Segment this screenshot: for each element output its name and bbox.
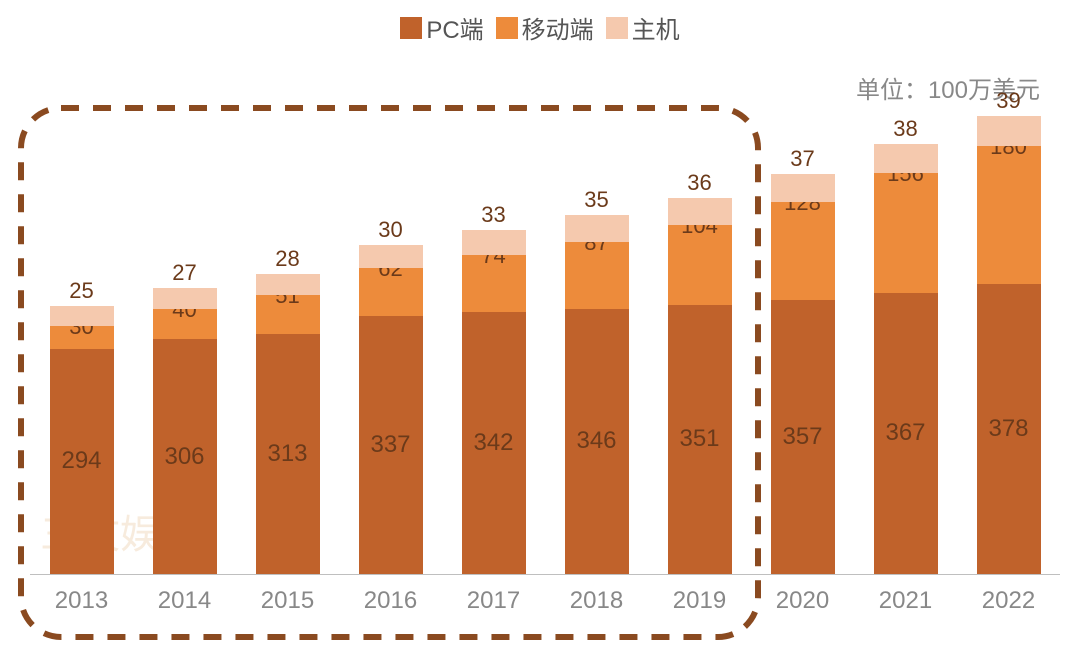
x-tick-2022: 2022 <box>957 587 1060 615</box>
x-tick-2020: 2020 <box>751 587 854 615</box>
segment-pc-2021: 367 <box>874 293 938 574</box>
x-tick-2016: 2016 <box>339 587 442 615</box>
segment-console-2016: 30 <box>359 245 423 268</box>
bar-slot-2014: 3064027 <box>133 115 236 574</box>
value-label-pc-2014: 306 <box>153 443 217 471</box>
legend-item-console: 主机 <box>606 10 680 45</box>
segment-mobile-2015: 51 <box>256 295 320 334</box>
segment-mobile-2017: 74 <box>462 255 526 312</box>
legend-label-console: 主机 <box>632 10 680 45</box>
bar-slot-2021: 36715638 <box>854 115 957 574</box>
console-swatch <box>606 17 628 39</box>
x-tick-2014: 2014 <box>133 587 236 615</box>
bar-slot-2016: 3376230 <box>339 115 442 574</box>
bar-slot-2017: 3427433 <box>442 115 545 574</box>
value-label-console-2013: 25 <box>50 278 114 304</box>
x-tick-2019: 2019 <box>648 587 751 615</box>
x-axis: 2013201420152016201720182019202020212022 <box>30 587 1060 615</box>
value-label-pc-2019: 351 <box>668 425 732 453</box>
bar-stack-2017: 342 7433 <box>462 230 526 574</box>
mobile-swatch <box>496 17 518 39</box>
bar-stack-2021: 367 15638 <box>874 144 938 574</box>
bar-stack-2019: 351 10436 <box>668 198 732 574</box>
value-label-console-2014: 27 <box>153 260 217 286</box>
segment-pc-2013: 294 <box>50 349 114 574</box>
segment-pc-2015: 313 <box>256 334 320 574</box>
segment-console-2013: 25 <box>50 306 114 325</box>
segment-console-2017: 33 <box>462 230 526 255</box>
value-label-pc-2021: 367 <box>874 419 938 447</box>
value-label-pc-2017: 342 <box>462 429 526 457</box>
value-label-console-2017: 33 <box>462 202 526 228</box>
bar-slot-2022: 378 18039 <box>957 115 1060 574</box>
bar-stack-2020: 357 12837 <box>771 174 835 574</box>
segment-mobile-2019: 104 <box>668 225 732 305</box>
segment-pc-2017: 342 <box>462 312 526 574</box>
value-label-pc-2022: 378 <box>977 415 1041 443</box>
value-label-pc-2013: 294 <box>50 447 114 475</box>
segment-console-2018: 35 <box>565 215 629 242</box>
segment-mobile-2018: 87 <box>565 242 629 309</box>
value-label-console-2020: 37 <box>771 146 835 172</box>
segment-console-2015: 28 <box>256 274 320 295</box>
segment-console-2020: 37 <box>771 174 835 202</box>
value-label-pc-2015: 313 <box>256 440 320 468</box>
bar-slot-2015: 3135128 <box>236 115 339 574</box>
x-tick-2015: 2015 <box>236 587 339 615</box>
pc-swatch <box>400 17 422 39</box>
segment-pc-2014: 306 <box>153 339 217 574</box>
segment-mobile-2021: 156 <box>874 173 938 293</box>
segment-pc-2019: 351 <box>668 305 732 574</box>
value-label-console-2016: 30 <box>359 217 423 243</box>
bar-slot-2020: 35712837 <box>751 115 854 574</box>
value-label-pc-2016: 337 <box>359 431 423 459</box>
segment-mobile-2013: 30 <box>50 326 114 349</box>
value-label-console-2015: 28 <box>256 246 320 272</box>
legend-item-pc: PC端 <box>400 10 483 45</box>
segment-pc-2018: 346 <box>565 309 629 574</box>
bar-stack-2016: 337 6230 <box>359 245 423 574</box>
segment-console-2022: 39 <box>977 116 1041 146</box>
x-tick-2018: 2018 <box>545 587 648 615</box>
segment-console-2014: 27 <box>153 288 217 309</box>
segment-pc-2020: 357 <box>771 300 835 574</box>
segment-mobile-2020: 128 <box>771 202 835 300</box>
value-label-pc-2018: 346 <box>565 427 629 455</box>
segment-console-2021: 38 <box>874 144 938 173</box>
segment-pc-2022: 378 <box>977 284 1041 574</box>
bar-stack-2014: 306 4027 <box>153 288 217 574</box>
legend-label-mobile: 移动端 <box>522 10 594 45</box>
bar-stack-2018: 346 8735 <box>565 215 629 574</box>
bar-slot-2013: 2943025 <box>30 115 133 574</box>
value-label-pc-2020: 357 <box>771 423 835 451</box>
x-tick-2013: 2013 <box>30 587 133 615</box>
plot-area: 2943025306402731351283376230342743334687… <box>30 115 1060 575</box>
value-label-console-2022: 39 <box>977 88 1041 114</box>
legend-item-mobile: 移动端 <box>496 10 594 45</box>
segment-pc-2016: 337 <box>359 316 423 574</box>
stacked-bar-chart: PC端移动端主机 单位：100万美元 三文娱 29430253064027313… <box>0 0 1080 650</box>
bar-slot-2019: 35110436 <box>648 115 751 574</box>
value-label-console-2021: 38 <box>874 116 938 142</box>
x-tick-2021: 2021 <box>854 587 957 615</box>
x-tick-2017: 2017 <box>442 587 545 615</box>
bar-stack-2022: 378 18039 <box>977 116 1041 574</box>
segment-mobile-2016: 62 <box>359 268 423 316</box>
segment-mobile-2022: 180 <box>977 146 1041 284</box>
value-label-console-2018: 35 <box>565 187 629 213</box>
value-label-console-2019: 36 <box>668 170 732 196</box>
segment-mobile-2014: 40 <box>153 309 217 340</box>
segment-console-2019: 36 <box>668 198 732 226</box>
legend: PC端 移动端 主机 <box>0 10 1080 45</box>
legend-label-pc: PC端 <box>426 10 483 45</box>
bar-stack-2015: 313 5128 <box>256 274 320 575</box>
bars-container: 2943025306402731351283376230342743334687… <box>30 115 1060 574</box>
bar-slot-2018: 3468735 <box>545 115 648 574</box>
bar-stack-2013: 294 3025 <box>50 306 114 574</box>
